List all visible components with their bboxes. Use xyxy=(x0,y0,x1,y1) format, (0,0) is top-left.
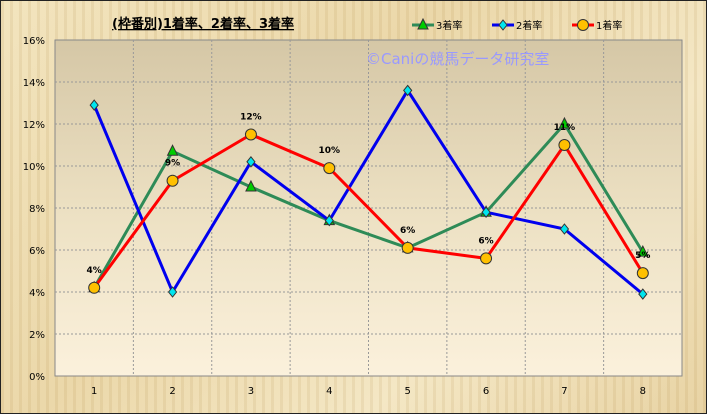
series-2-point xyxy=(324,214,334,227)
data-label: 12% xyxy=(240,113,262,123)
legend-marker xyxy=(577,19,589,31)
series-2-point xyxy=(167,286,178,298)
series-3-point xyxy=(166,174,179,187)
legend-marker xyxy=(417,17,429,30)
series-1-point xyxy=(245,179,257,192)
series-1-point xyxy=(558,116,571,129)
y-tick-label: 2% xyxy=(29,330,45,341)
series-1-line xyxy=(92,121,645,289)
x-tick-label: 2 xyxy=(169,386,175,397)
y-tick-label: 6% xyxy=(29,246,45,257)
x-tick-label: 5 xyxy=(405,386,411,397)
data-label: 5% xyxy=(635,251,650,261)
data-label: 6% xyxy=(400,226,415,236)
data-label: 6% xyxy=(478,236,493,246)
data-label: 4% xyxy=(87,266,102,276)
x-tick-label: 7 xyxy=(561,386,567,397)
y-tick-label: 8% xyxy=(29,204,45,215)
series-3-point xyxy=(244,128,257,141)
x-tick-label: 3 xyxy=(248,386,254,397)
x-tick-label: 8 xyxy=(640,386,646,397)
legend-label: 1着率 xyxy=(596,19,622,32)
series-1-point xyxy=(166,144,179,156)
data-label: 10% xyxy=(319,146,341,156)
series-3-point xyxy=(480,252,493,265)
legend-marker xyxy=(498,19,508,31)
series-3-point xyxy=(636,267,649,280)
series-3-point xyxy=(558,139,571,151)
y-tick-label: 12% xyxy=(23,120,45,131)
x-tick-label: 4 xyxy=(326,386,332,397)
series-2-point xyxy=(89,99,99,111)
x-tick-label: 6 xyxy=(483,386,489,397)
legend-label: 3着率 xyxy=(436,19,462,32)
series-2-line xyxy=(92,87,644,296)
y-tick-label: 14% xyxy=(23,78,45,89)
y-tick-label: 0% xyxy=(29,372,45,383)
series-2-point xyxy=(246,155,256,168)
y-tick-label: 4% xyxy=(29,288,45,299)
chart-title: (枠番別)1着率、2着率、3着率 xyxy=(112,16,294,32)
series-2-point xyxy=(638,288,648,300)
series-3-point xyxy=(401,241,414,254)
series-3-point xyxy=(323,162,336,175)
series-2-point xyxy=(481,206,491,219)
legend-label: 2着率 xyxy=(516,19,542,32)
y-tick-label: 16% xyxy=(23,36,45,47)
series-3-point xyxy=(88,281,101,294)
series-2-point xyxy=(403,84,413,97)
y-tick-label: 10% xyxy=(23,162,45,173)
x-tick-label: 1 xyxy=(91,386,97,397)
series-1-point xyxy=(637,244,649,257)
data-label: 9% xyxy=(165,159,180,169)
series-3-line xyxy=(92,132,645,289)
watermark: ©Caniの競馬データ研究室 xyxy=(366,50,549,68)
data-label: 11% xyxy=(554,123,576,133)
legend: 3着率 2着率 1着率 xyxy=(412,17,622,32)
series-2-point xyxy=(559,223,570,235)
